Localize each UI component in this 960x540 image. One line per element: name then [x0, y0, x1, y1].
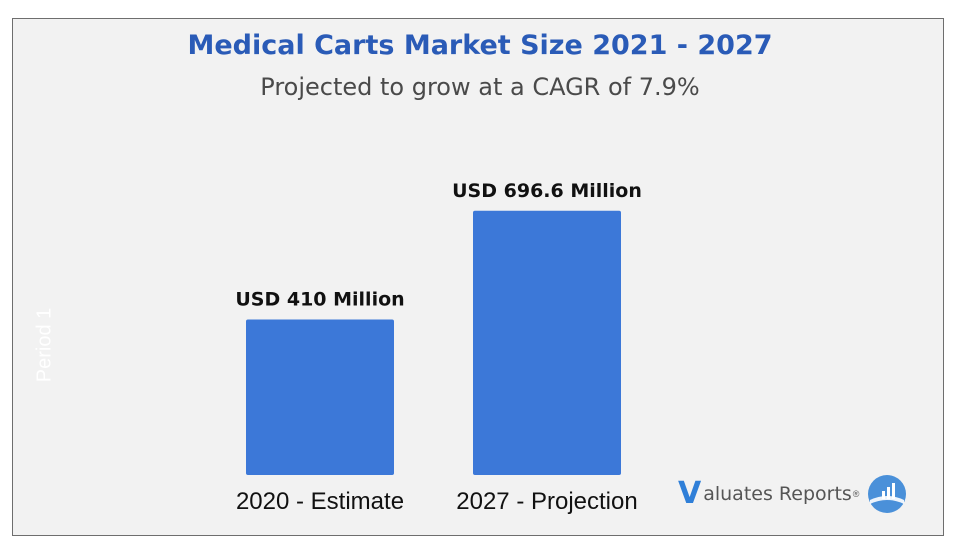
chart-title: Medical Carts Market Size 2021 - 2027 — [187, 30, 773, 61]
data-label-2: USD 696.6 Million — [452, 180, 642, 202]
data-label-1: USD 410 Million — [235, 288, 404, 310]
chart-subtitle: Projected to grow at a CAGR of 7.9% — [260, 73, 700, 101]
bar-chart-globe-icon — [868, 475, 907, 513]
brand-name: aluates Reports — [703, 483, 852, 505]
category-label-2: 2027 - Projection — [456, 488, 637, 515]
brand-v-mark: V — [678, 476, 702, 511]
registered-mark: ® — [852, 489, 860, 499]
bar-1 — [246, 319, 394, 475]
category-label-1: 2020 - Estimate — [236, 488, 404, 515]
bar-2 — [473, 210, 621, 476]
brand-logo: V aluates Reports ® — [678, 474, 907, 514]
